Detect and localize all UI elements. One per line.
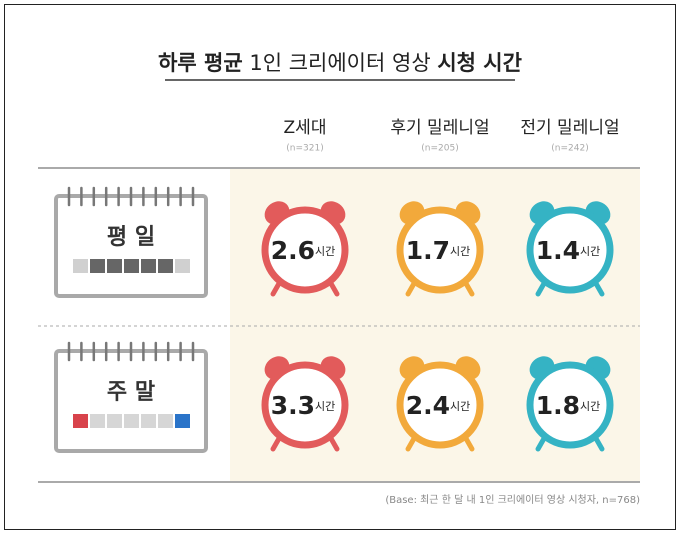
value-number: 2.6	[271, 236, 315, 265]
title: 하루 평균 1인 크리에이터 영상 시청 시간	[158, 51, 522, 75]
day-cell	[107, 414, 122, 428]
title-bold: 시청 시간	[437, 51, 522, 75]
value-unit: 시간	[580, 245, 600, 258]
row-label: 주 말	[107, 380, 155, 405]
day-cell	[124, 259, 139, 273]
day-cell	[124, 414, 139, 428]
value-number: 3.3	[271, 391, 315, 420]
value-unit: 시간	[450, 400, 470, 413]
clock-face	[396, 206, 484, 294]
day-cell	[73, 414, 88, 428]
value-unit: 시간	[315, 245, 335, 258]
clock-value: 1.7시간	[406, 236, 471, 265]
day-cell	[90, 259, 105, 273]
column-name: 전기 밀레니얼	[520, 118, 619, 138]
day-cell	[175, 414, 190, 428]
clock-face	[261, 206, 349, 294]
clock-face	[261, 361, 349, 449]
value-number: 1.7	[406, 236, 450, 265]
column-sample: (n=321)	[286, 144, 323, 154]
title-bold: 하루 평균	[158, 51, 243, 75]
clock-value: 1.4시간	[536, 236, 601, 265]
day-cell	[73, 259, 88, 273]
column-name: Z세대	[284, 118, 327, 138]
column-sample: (n=205)	[421, 144, 458, 154]
clock-value: 1.8시간	[536, 391, 601, 420]
clock-value: 2.4시간	[406, 391, 471, 420]
row-label: 평 일	[107, 225, 155, 250]
column-name: 후기 밀레니얼	[390, 118, 489, 138]
value-number: 1.8	[536, 391, 580, 420]
value-unit: 시간	[450, 245, 470, 258]
clock-face	[396, 361, 484, 449]
value-unit: 시간	[315, 400, 335, 413]
clock-face	[526, 361, 614, 449]
value-number: 2.4	[406, 391, 450, 420]
base-note: (Base: 최근 한 달 내 1인 크리에이터 영상 시청자, n=768)	[385, 494, 640, 506]
day-cell	[90, 414, 105, 428]
day-cell	[141, 414, 156, 428]
day-cell	[158, 414, 173, 428]
day-cell	[141, 259, 156, 273]
day-cell	[158, 259, 173, 273]
clock-face	[526, 206, 614, 294]
day-cell	[107, 259, 122, 273]
day-cell	[175, 259, 190, 273]
value-number: 1.4	[536, 236, 580, 265]
clock-value: 2.6시간	[271, 236, 336, 265]
column-sample: (n=242)	[551, 144, 588, 154]
title-regular: 1인 크리에이터 영상	[243, 51, 438, 75]
value-unit: 시간	[580, 400, 600, 413]
clock-value: 3.3시간	[271, 391, 336, 420]
